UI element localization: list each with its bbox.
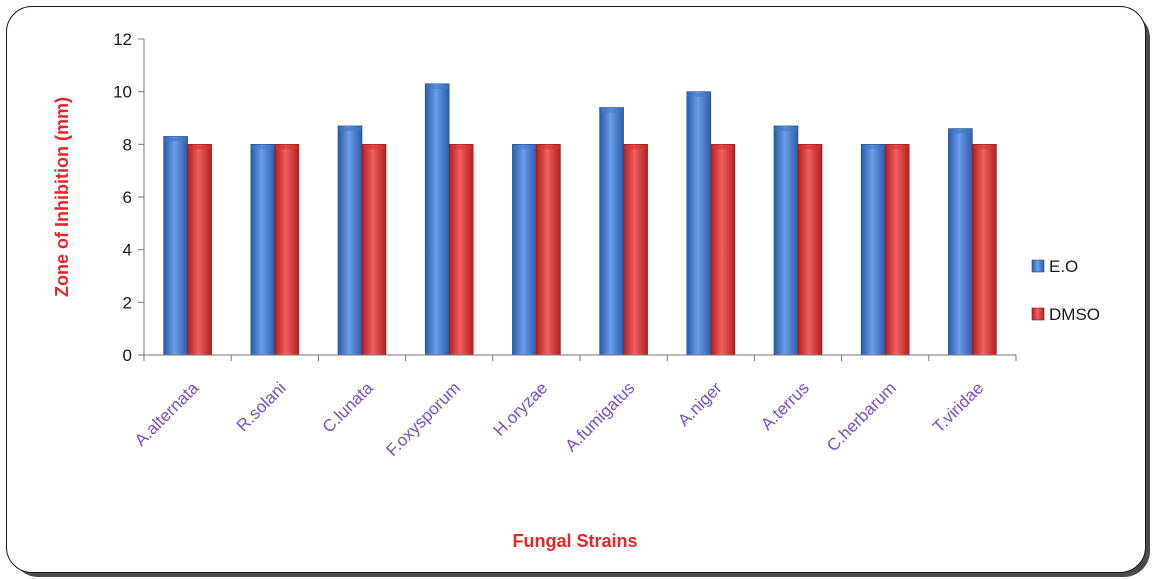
x-category-label: A.niger	[674, 378, 726, 430]
bar-cap	[426, 84, 449, 89]
legend-label-eo: E.O	[1049, 257, 1078, 276]
bar-dmso	[361, 144, 387, 356]
bar-cap	[513, 145, 536, 150]
bar-cap	[600, 108, 623, 113]
bar-dmso	[274, 144, 300, 356]
y-tick-label: 6	[123, 188, 132, 207]
bar-cap	[275, 145, 298, 150]
bar-dmso	[710, 144, 736, 356]
bar-eo	[250, 144, 276, 356]
bar-cap	[973, 145, 996, 150]
bar-cap	[164, 137, 187, 142]
bar-dmso	[972, 144, 997, 356]
y-tick-label: 12	[113, 30, 132, 49]
x-category-label: A.fumigatus	[562, 378, 639, 455]
y-tick-label: 4	[123, 241, 132, 260]
legend-label-dmso: DMSO	[1049, 305, 1100, 324]
y-axis-title: Zone of Inhibition (mm)	[52, 97, 72, 297]
bar-dmso	[448, 144, 474, 356]
bar-eo	[512, 144, 537, 356]
bar-cap	[188, 145, 211, 150]
x-category-label: C.herbarum	[823, 378, 900, 455]
x-category-label: F.oxysporum	[382, 378, 464, 460]
bar-cap	[862, 145, 885, 150]
legend: E.O DMSO	[1031, 257, 1100, 324]
bar-cap	[450, 145, 473, 150]
bar-eo	[860, 144, 886, 356]
bars	[163, 83, 997, 356]
bar-cap	[949, 129, 972, 134]
bar-dmso	[884, 144, 910, 356]
bar-cap	[363, 145, 385, 150]
bar-cap	[711, 145, 734, 150]
x-category-label: H.oryzae	[490, 378, 552, 440]
x-category-label: T.viridae	[929, 378, 987, 436]
bar-cap	[537, 145, 560, 150]
bar-cap	[775, 126, 797, 131]
bar-cap	[339, 126, 361, 131]
bar-cap	[251, 145, 274, 150]
bar-cap	[886, 145, 909, 150]
bar-cap	[687, 92, 710, 97]
bar-dmso	[187, 144, 212, 356]
bar-eo	[773, 125, 799, 356]
x-axis-labels: A.alternata R.solani C.lunata F.oxysporum H.…	[131, 378, 987, 460]
bar-eo	[599, 107, 624, 356]
x-axis-title: Fungal Strains	[512, 531, 637, 551]
y-tick-label: 10	[113, 83, 132, 102]
axes	[143, 39, 1017, 361]
x-category-label: A.terrus	[757, 378, 813, 434]
bar-eo	[948, 128, 973, 356]
bar-dmso	[623, 144, 648, 356]
bar-dmso	[797, 144, 823, 356]
legend-swatch-eo	[1031, 259, 1045, 273]
legend-swatch-dmso	[1031, 307, 1045, 321]
x-category-label: A.alternata	[131, 378, 203, 450]
x-category-label: C.lunata	[319, 378, 378, 437]
bar-eo	[337, 125, 363, 356]
bar-eo	[424, 83, 450, 356]
x-category-label: R.solani	[233, 378, 290, 435]
bar-cap	[624, 145, 647, 150]
bar-eo	[163, 136, 188, 356]
bar-eo	[686, 91, 712, 356]
y-tick-label: 2	[123, 293, 132, 312]
y-tick-label: 0	[123, 346, 132, 365]
y-tick-label: 8	[123, 135, 132, 154]
bar-dmso	[536, 144, 561, 356]
bar-cap	[799, 145, 821, 150]
y-axis-ticks: 0 2 4 6 8 10 12	[113, 30, 144, 365]
